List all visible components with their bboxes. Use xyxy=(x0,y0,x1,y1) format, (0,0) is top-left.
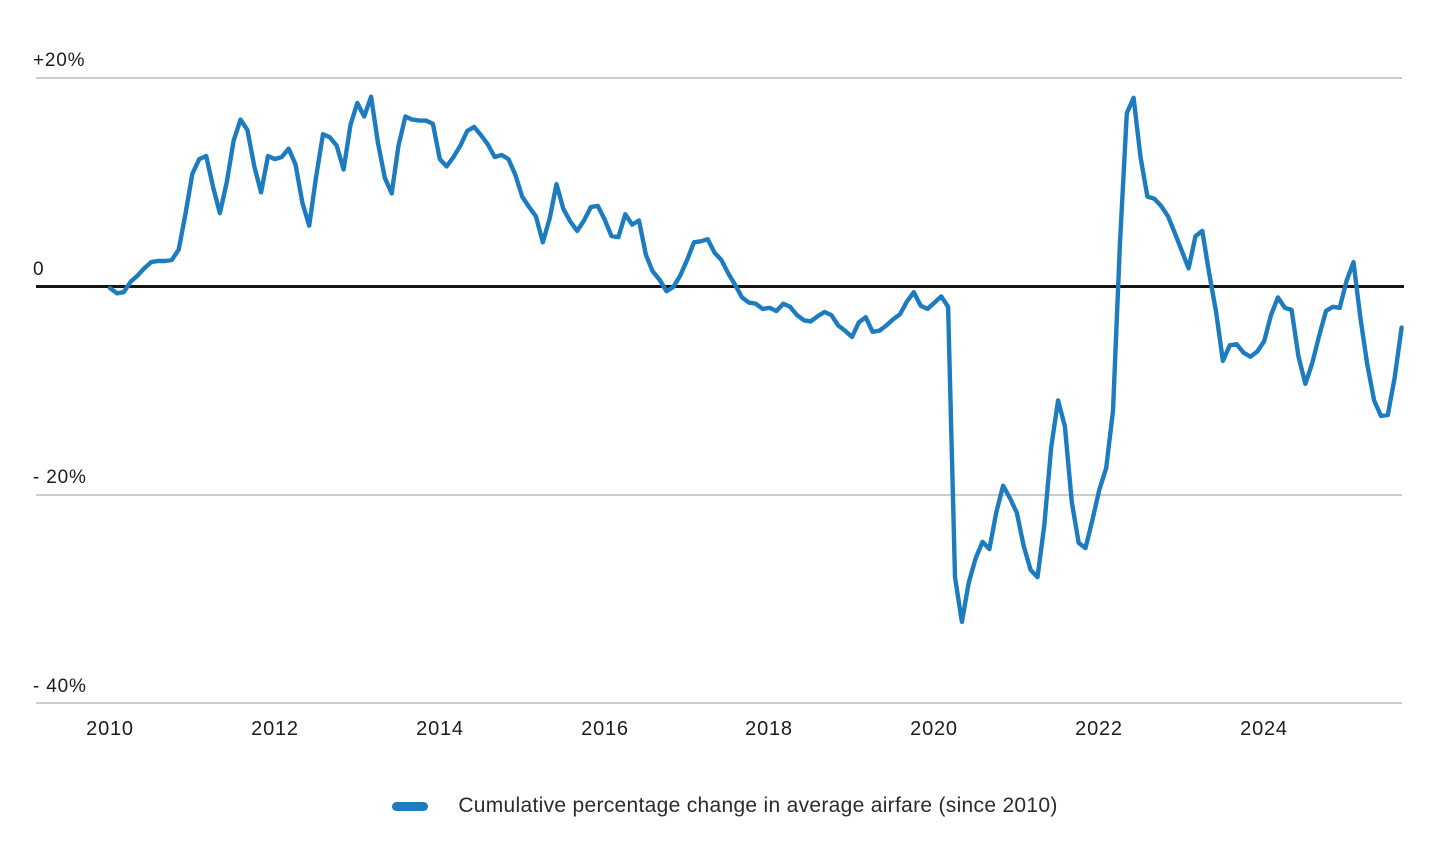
x-axis-label-2020: 2020 xyxy=(910,718,958,740)
gridline-plus-20 xyxy=(36,77,1402,79)
legend-line-swatch xyxy=(392,801,429,811)
x-axis-label-2014: 2014 xyxy=(416,718,464,740)
legend-label: Cumulative percentage change in average … xyxy=(458,794,1058,817)
airfare-series-plot xyxy=(107,94,1404,625)
gridline-minus-40 xyxy=(36,702,1402,704)
zero-axis-line xyxy=(36,285,1404,288)
x-axis-label-2010: 2010 xyxy=(86,718,134,740)
y-axis-label-minus20: - 20% xyxy=(33,467,87,488)
y-axis-label-minus40: - 40% xyxy=(33,676,87,697)
x-axis-label-2024: 2024 xyxy=(1240,718,1288,740)
y-axis-label-plus20: +20% xyxy=(33,50,86,71)
airfare-series-line xyxy=(107,94,1404,625)
x-axis-label-2022: 2022 xyxy=(1075,718,1123,740)
legend: Cumulative percentage change in average … xyxy=(0,786,1450,826)
x-axis-label-2016: 2016 xyxy=(581,718,629,740)
x-axis-label-2018: 2018 xyxy=(745,718,793,740)
y-axis-label-zero: 0 xyxy=(33,259,45,280)
gridline-minus-20 xyxy=(36,494,1402,496)
x-axis-label-2012: 2012 xyxy=(251,718,299,740)
